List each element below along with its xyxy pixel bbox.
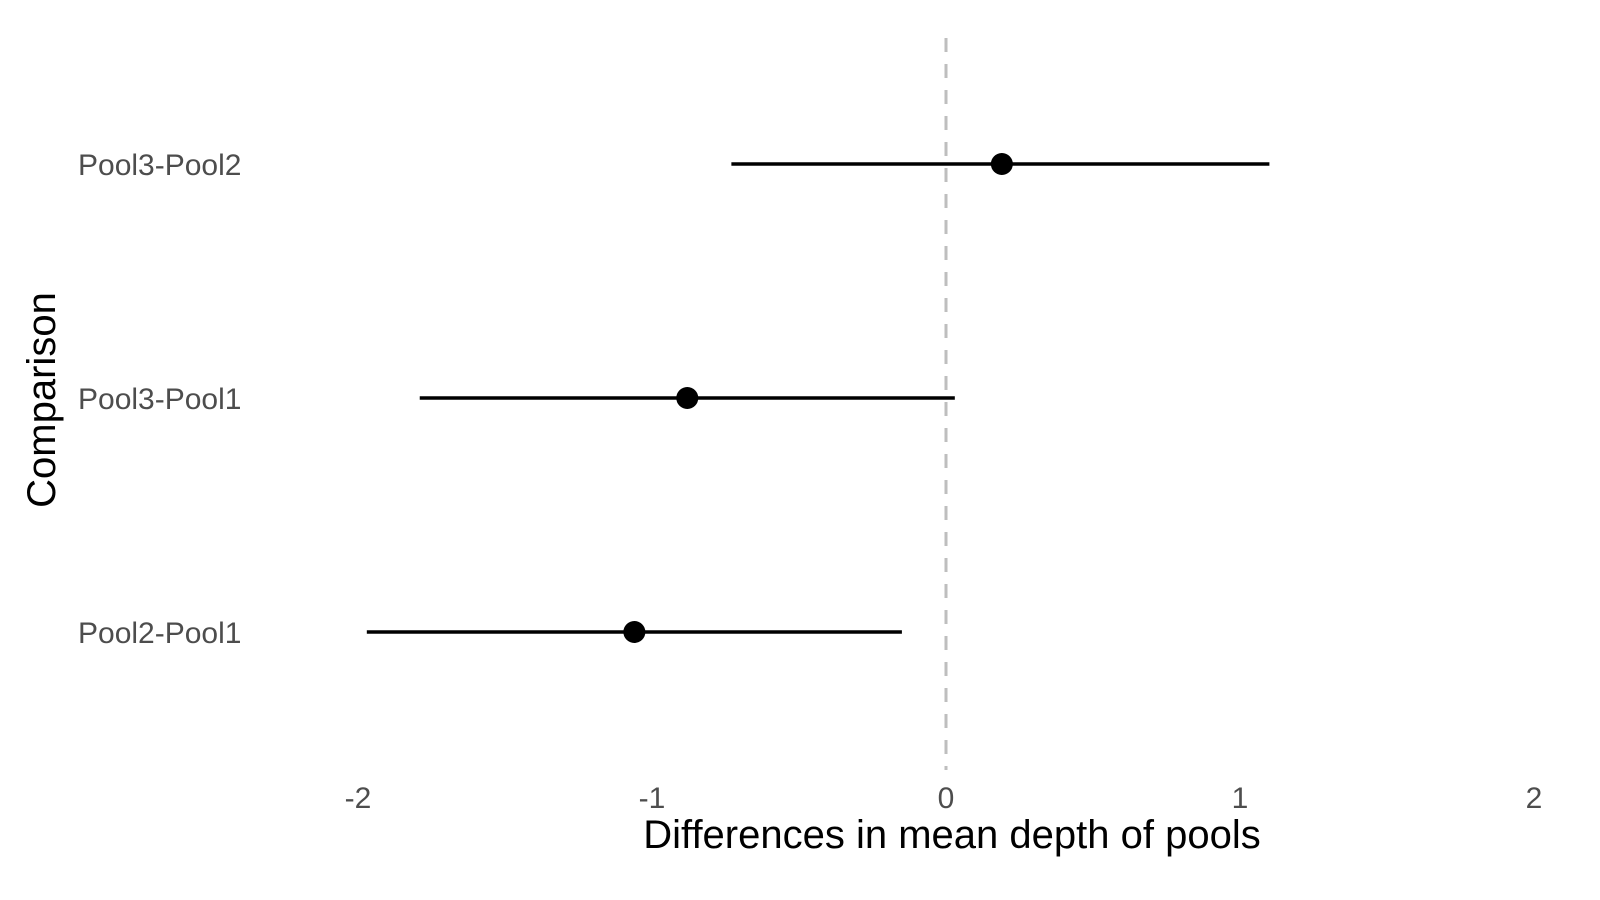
y-category-label: Pool3-Pool1 xyxy=(78,383,241,416)
x-axis-tick-labels: -2 -1 0 1 2 xyxy=(345,782,1543,815)
x-tick-label: 2 xyxy=(1526,782,1543,815)
x-tick-label: 1 xyxy=(1232,782,1249,815)
y-axis-title: Comparison xyxy=(20,292,64,508)
y-category-label: Pool3-Pool2 xyxy=(78,149,241,182)
point-pool3-pool1 xyxy=(676,387,699,409)
y-axis-category-labels: Pool3-Pool2 Pool3-Pool1 Pool2-Pool1 xyxy=(78,149,241,650)
x-tick-label: -2 xyxy=(345,782,372,815)
x-axis-title: Differences in mean depth of pools xyxy=(643,813,1260,857)
point-pool2-pool1 xyxy=(623,621,646,643)
y-category-label: Pool2-Pool1 xyxy=(78,617,241,650)
x-tick-label: 0 xyxy=(938,782,955,815)
x-tick-label: -1 xyxy=(639,782,666,815)
point-range-series xyxy=(366,153,1270,643)
point-pool3-pool2 xyxy=(990,153,1013,175)
